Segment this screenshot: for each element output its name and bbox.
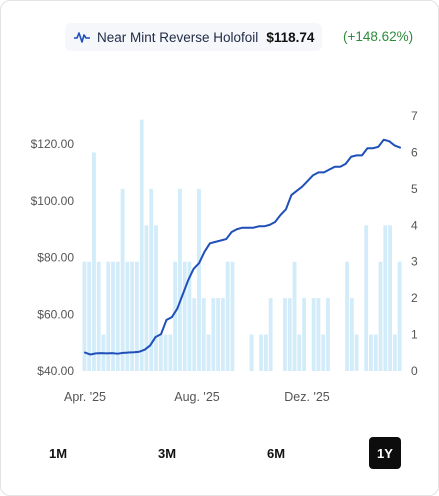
volume-bar: [283, 298, 287, 371]
right-axis: 0 1 2 3 4 5 6 7: [411, 109, 418, 378]
range-6m-button[interactable]: 6M: [266, 445, 286, 461]
range-1y-button[interactable]: 1Y: [369, 437, 401, 469]
left-axis: $40.00 $60.00 $80.00 $100.00 $120.00: [31, 137, 75, 378]
volume-bar: [154, 225, 158, 371]
volume-bar: [211, 298, 216, 371]
volume-bar: [302, 298, 306, 371]
volume-bar: [178, 188, 182, 371]
right-tick-label: 3: [411, 255, 418, 269]
right-tick-label: 2: [411, 291, 418, 305]
volume-bar: [354, 334, 359, 371]
volume-bar: [249, 334, 254, 371]
volume-bar: [192, 298, 197, 371]
left-tick-label: $40.00: [37, 364, 74, 378]
volume-bar: [268, 298, 273, 371]
volume-bar: [345, 261, 349, 371]
range-1m-button[interactable]: 1M: [48, 445, 68, 461]
price-line: [84, 138, 401, 356]
volume-bar: [373, 334, 378, 371]
volume-bar: [263, 334, 268, 371]
volume-bar: [297, 334, 302, 371]
volume-bar: [106, 261, 111, 371]
left-tick-label: $80.00: [37, 251, 74, 265]
price-chart: $40.00 $60.00 $80.00 $100.00 $120.00 0 1 2 3 4 5 6…: [31, 109, 418, 404]
volume-bar: [259, 334, 264, 371]
volume-bar: [326, 298, 330, 371]
volume-bar: [187, 261, 192, 371]
volume-bar: [130, 261, 135, 371]
right-tick-label: 0: [411, 364, 418, 378]
volume-bar: [82, 261, 87, 371]
volume-bar: [201, 298, 206, 371]
right-tick-label: 6: [411, 145, 418, 159]
volume-bar: [120, 188, 125, 371]
volume-bar: [392, 334, 397, 371]
volume-bar: [388, 225, 392, 371]
volume-bar: [311, 298, 316, 371]
left-tick-label: $60.00: [37, 307, 74, 321]
current-price: $118.74: [266, 29, 315, 45]
volume-bar: [197, 188, 201, 371]
volume-bar: [96, 261, 101, 371]
volume-bar: [158, 334, 163, 371]
x-tick-label: Dez. '25: [284, 390, 330, 404]
volume-bar: [349, 298, 354, 371]
x-tick-label: Apr. '25: [64, 390, 106, 404]
volume-bar: [220, 298, 225, 371]
volume-bar: [87, 261, 92, 371]
volume-bar: [364, 225, 369, 371]
volume-bar: [163, 334, 168, 371]
volume-bar: [111, 261, 115, 371]
range-3m-button[interactable]: 3M: [157, 445, 177, 461]
volume-bar: [144, 225, 149, 371]
volume-bar: [230, 261, 235, 371]
series-name: Near Mint Reverse Holofoil: [97, 29, 259, 45]
volume-bar: [378, 261, 383, 371]
volume-bars: [82, 119, 402, 371]
series-legend[interactable]: Near Mint Reverse Holofoil $118.74: [65, 23, 323, 51]
volume-bar: [149, 188, 154, 371]
volume-bar: [292, 261, 297, 371]
volume-bar: [139, 119, 144, 371]
right-tick-label: 1: [411, 328, 418, 342]
volume-bar: [125, 261, 130, 371]
volume-bar: [216, 298, 221, 371]
x-axis: Apr. '25 Aug. '25 Dez. '25: [64, 390, 330, 404]
price-change: (+148.62%): [343, 29, 414, 44]
right-tick-label: 7: [411, 109, 418, 123]
left-tick-label: $100.00: [31, 194, 75, 208]
volume-bar: [397, 261, 402, 371]
volume-bar: [173, 261, 178, 371]
right-tick-label: 4: [411, 218, 418, 232]
range-selector: 1M 3M 6M 1Y: [1, 437, 438, 469]
volume-bar: [206, 334, 211, 371]
volume-bar: [369, 334, 373, 371]
volume-bar: [321, 334, 326, 371]
x-tick-label: Aug. '25: [174, 390, 220, 404]
volume-bar: [115, 261, 120, 371]
volume-bar: [383, 225, 388, 371]
volume-bar: [225, 261, 230, 371]
line-chart-icon: [73, 30, 91, 44]
volume-bar: [287, 298, 292, 371]
volume-bar: [135, 261, 139, 371]
volume-bar: [168, 334, 173, 371]
volume-bar: [92, 152, 96, 371]
left-tick-label: $120.00: [31, 137, 75, 151]
volume-bar: [182, 261, 187, 371]
right-tick-label: 5: [411, 182, 418, 196]
volume-bar: [316, 298, 321, 371]
